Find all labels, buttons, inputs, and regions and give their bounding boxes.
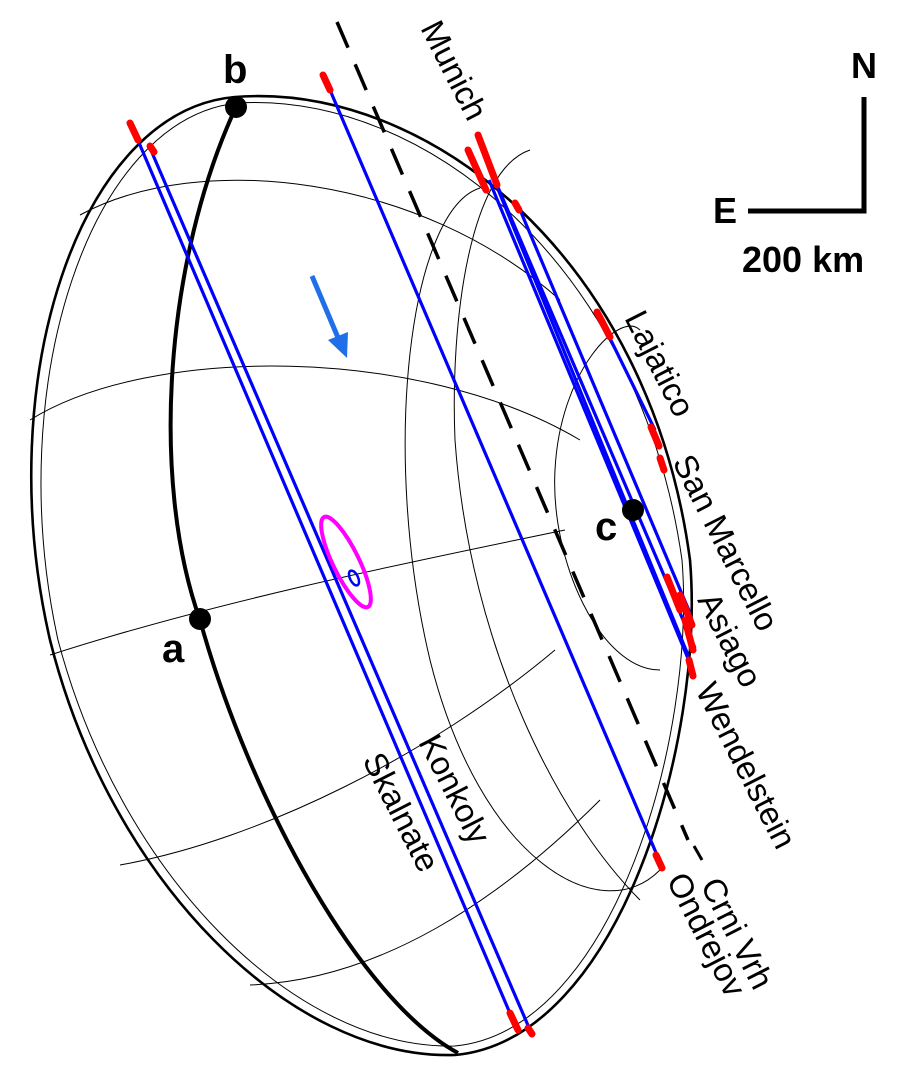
point-a-label: a: [162, 627, 185, 671]
error-segment: [506, 1009, 522, 1034]
ondrejov-chord: [322, 75, 662, 863]
error-segment: [685, 656, 697, 680]
error-segment: [524, 1024, 536, 1038]
chords: [129, 75, 697, 1031]
crni-vrh-chord: [335, 21, 690, 841]
point-b-marker: [225, 96, 247, 118]
motion-arrow: [309, 275, 348, 358]
model-outline-inner: [40, 102, 685, 1047]
skalnate-chord: [129, 123, 517, 1026]
error-segment: [681, 616, 697, 654]
error-segment: [656, 454, 668, 474]
error-segment: [593, 308, 614, 341]
compass-arms: [748, 97, 867, 214]
crni-vrh-chord-tick: [692, 845, 704, 861]
compass-east-label: E: [713, 190, 737, 231]
point-a-marker: [189, 608, 211, 630]
wendelstein-label: Wendelstein: [689, 676, 804, 854]
grid-line: [453, 149, 641, 901]
error-segment: [511, 199, 523, 214]
center-ellipse: [347, 569, 361, 587]
timing-errors: [126, 71, 697, 1038]
error-segment: [464, 146, 490, 194]
shape-model: [29, 94, 693, 1057]
error-segment: [676, 591, 696, 629]
compass-north-label: N: [851, 45, 877, 86]
grid-line: [49, 529, 566, 656]
error-segment: [652, 851, 666, 872]
compass: N E 200 km: [713, 45, 877, 280]
error-segment: [647, 423, 663, 450]
grid-line: [249, 799, 601, 986]
san-marcello-chord: [495, 184, 697, 649]
error-segment: [126, 119, 142, 144]
grid-line: [404, 187, 661, 892]
uncertainty-ellipse: [319, 514, 373, 610]
arrow-head: [328, 332, 348, 358]
arrow-shaft: [309, 275, 342, 341]
wendelstein-chord: [487, 179, 694, 669]
lajatico-chord: [516, 204, 692, 614]
point-c-marker: [622, 499, 644, 521]
grid-line: [79, 179, 561, 301]
error-segment: [146, 142, 158, 156]
scale-label: 200 km: [742, 239, 864, 280]
grid-line: [119, 649, 556, 866]
point-c-label: c: [595, 505, 617, 549]
konkoly-chord: [148, 147, 532, 1031]
grid-line: [29, 365, 581, 441]
munich-label: Munich: [414, 14, 495, 126]
model-outline: [29, 94, 693, 1057]
point-b-label: b: [223, 48, 247, 92]
error-segment: [474, 131, 501, 189]
error-segment: [319, 71, 334, 94]
error-segment: [663, 573, 684, 614]
